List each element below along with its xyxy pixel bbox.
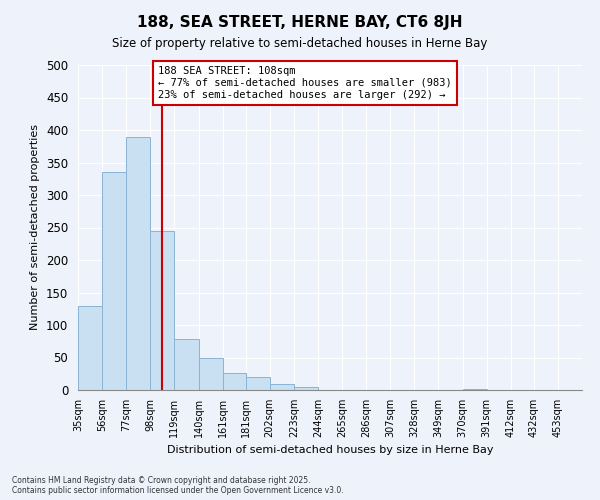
Text: 188 SEA STREET: 108sqm
← 77% of semi-detached houses are smaller (983)
23% of se: 188 SEA STREET: 108sqm ← 77% of semi-det… — [158, 66, 452, 100]
X-axis label: Distribution of semi-detached houses by size in Herne Bay: Distribution of semi-detached houses by … — [167, 446, 493, 456]
Bar — [223, 373, 245, 390]
Text: 188, SEA STREET, HERNE BAY, CT6 8JH: 188, SEA STREET, HERNE BAY, CT6 8JH — [137, 15, 463, 30]
Y-axis label: Number of semi-detached properties: Number of semi-detached properties — [31, 124, 40, 330]
Bar — [175, 338, 199, 390]
Bar — [151, 231, 175, 390]
Bar — [102, 172, 126, 390]
Text: Size of property relative to semi-detached houses in Herne Bay: Size of property relative to semi-detach… — [112, 38, 488, 51]
Bar — [78, 306, 102, 390]
Bar — [126, 136, 151, 390]
Bar — [294, 388, 318, 390]
Text: Contains HM Land Registry data © Crown copyright and database right 2025.
Contai: Contains HM Land Registry data © Crown c… — [12, 476, 344, 495]
Bar — [270, 384, 294, 390]
Bar — [199, 358, 223, 390]
Bar — [245, 377, 270, 390]
